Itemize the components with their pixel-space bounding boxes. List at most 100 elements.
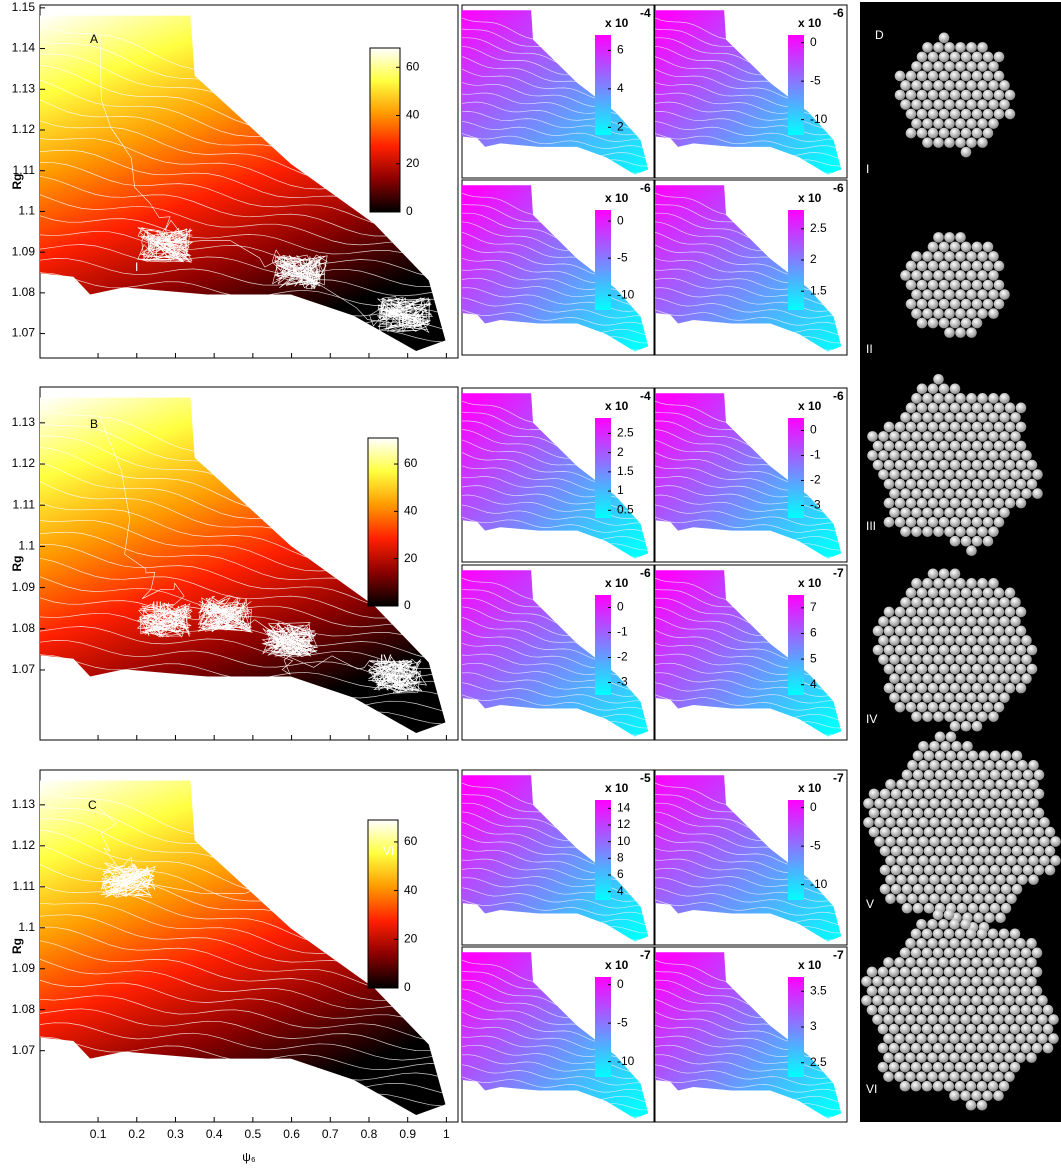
particle: [877, 966, 889, 978]
particle: [894, 625, 906, 637]
particle: [960, 478, 972, 490]
particle: [890, 864, 902, 876]
particle: [989, 864, 1001, 876]
particle: [894, 1071, 905, 1082]
colorbar-tick-label: -2: [617, 650, 628, 664]
particle: [905, 440, 917, 452]
particle: [911, 308, 922, 319]
particle: [916, 70, 928, 82]
particle: [955, 412, 966, 423]
particle: [877, 1061, 889, 1073]
particle: [878, 431, 889, 442]
particle: [911, 616, 922, 627]
particle: [1022, 845, 1034, 857]
particle: [977, 308, 988, 319]
particle: [900, 597, 911, 608]
particle: [971, 720, 983, 732]
particle: [938, 701, 950, 713]
particle: [955, 42, 966, 53]
particle: [889, 431, 900, 442]
particle: [951, 817, 962, 828]
particle: [1000, 902, 1012, 914]
particle: [907, 874, 918, 885]
particle: [960, 957, 971, 968]
particle: [944, 61, 955, 72]
particle: [888, 1004, 900, 1016]
particle: [907, 817, 918, 828]
particle: [955, 251, 966, 262]
x-tick-label: 0.9: [399, 1127, 416, 1141]
particle: [988, 711, 999, 722]
particle: [1037, 1014, 1048, 1025]
particle: [1011, 883, 1023, 895]
particle: [938, 516, 950, 528]
particle: [954, 947, 966, 959]
particle: [883, 1052, 894, 1063]
colorbar-tick-label: 60: [404, 456, 418, 470]
contour-line: [462, 516, 649, 536]
particle: [940, 740, 951, 752]
particle: [905, 1014, 916, 1025]
particle: [982, 70, 994, 82]
particle: [861, 976, 872, 987]
particle: [899, 1023, 911, 1035]
particle: [877, 1004, 889, 1016]
particle: [905, 478, 917, 490]
particle: [993, 1052, 1004, 1063]
particle: [938, 89, 950, 101]
particle: [921, 1042, 933, 1054]
particle: [929, 760, 940, 771]
particle: [905, 497, 917, 509]
particle: [905, 459, 917, 471]
contour-line: [462, 309, 649, 329]
particle: [966, 545, 977, 557]
particle: [922, 450, 933, 461]
particle: [922, 431, 933, 442]
particle: [982, 606, 994, 618]
contour-line: [462, 694, 649, 714]
particle: [1015, 625, 1027, 637]
particle: [910, 1023, 922, 1035]
particle: [905, 957, 916, 968]
particle: [933, 393, 944, 404]
colorbar-tick-label: 2: [617, 445, 624, 459]
particle: [1015, 606, 1027, 618]
colorbar-tick-label: 1.5: [810, 283, 827, 297]
particle: [995, 874, 1006, 885]
particle: [962, 740, 973, 752]
particle: [960, 663, 972, 675]
particle: [916, 260, 928, 272]
particle: [944, 251, 955, 262]
particle: [965, 966, 977, 978]
contour-line: [655, 120, 842, 143]
particle: [956, 845, 968, 857]
particle: [932, 1042, 944, 1054]
particle: [1009, 966, 1021, 978]
particle: [933, 692, 944, 703]
particle: [995, 912, 1006, 924]
particle: [894, 976, 905, 987]
contour-line: [655, 672, 842, 697]
particle: [905, 89, 917, 101]
particle: [905, 587, 917, 599]
particle: [938, 1014, 949, 1025]
particle: [944, 578, 955, 589]
particle: [960, 1014, 971, 1025]
particle: [971, 1052, 982, 1063]
colorbar-exponent: -7: [833, 771, 844, 785]
particle: [896, 798, 907, 809]
contour-line: [655, 867, 842, 896]
particle: [1044, 864, 1056, 876]
particle: [878, 469, 889, 480]
particle: [910, 947, 922, 959]
particle: [905, 279, 917, 291]
contour-line: [655, 287, 842, 312]
particle: [949, 1071, 960, 1082]
particle: [922, 137, 933, 148]
particle: [977, 526, 988, 537]
particle: [894, 459, 906, 471]
particle: [899, 1004, 911, 1016]
particle: [878, 616, 889, 627]
particle: [982, 89, 994, 101]
particle: [879, 788, 891, 800]
